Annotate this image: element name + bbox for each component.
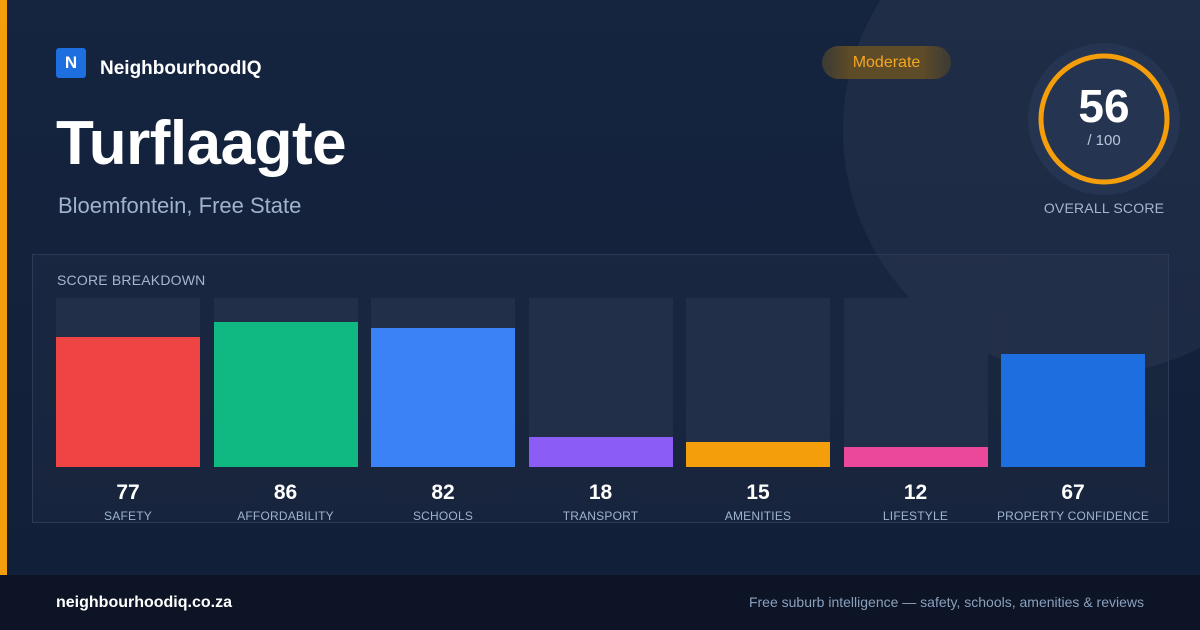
bar-value: 15: [746, 481, 770, 504]
bar-track: [528, 298, 673, 467]
score-ring-graphic: [1038, 53, 1170, 185]
bar-fill: [528, 437, 673, 467]
bar-track: [371, 298, 515, 467]
score-bar-schools: 82 SCHOOLS: [371, 298, 515, 523]
bar-fill: [1001, 354, 1145, 467]
brand[interactable]: N NeighbourhoodIQ: [56, 46, 261, 80]
score-breakdown-panel: SCORE BREAKDOWN 77 SAFETY 86 AFFORDABILITY 8…: [32, 254, 1169, 523]
bar-value: 82: [431, 481, 455, 504]
bar-fill: [843, 447, 988, 467]
score-ring-progress: [1038, 53, 1170, 185]
overall-score-value: 56: [1078, 80, 1130, 132]
bar-track: [1001, 298, 1145, 467]
bar-track: [56, 298, 200, 467]
bar-value: 67: [1061, 481, 1085, 504]
brand-logo-icon: N: [56, 48, 86, 78]
overall-score-caption: OVERALL SCORE: [1043, 200, 1165, 216]
score-bar-lifestyle: 12 LIFESTYLE: [843, 298, 988, 523]
bar-fill: [371, 328, 515, 467]
bar-value: 86: [273, 481, 298, 504]
bar-fill: [56, 337, 200, 467]
bar-track: [843, 298, 988, 467]
bar-fill: [213, 322, 358, 467]
bar-label: SCHOOLS: [412, 509, 474, 523]
score-bar-amenities: 15 AMENITIES: [686, 298, 830, 523]
bar-track: [686, 298, 830, 467]
score-bar-property-confidence: 67 PROPERTY CONFIDENCE: [997, 298, 1149, 523]
score-bar-affordability: 86 AFFORDABILITY: [213, 298, 358, 523]
overall-score-max: / 100: [1087, 132, 1121, 149]
bar-track: [213, 298, 358, 467]
bar-value: 77: [116, 481, 140, 504]
bar-value: 18: [588, 481, 613, 504]
share-card: N NeighbourhoodIQ Turflaagte Bloemfontei…: [0, 0, 1200, 575]
brand-name: NeighbourhoodIQ: [100, 58, 262, 79]
rating-badge: Moderate: [822, 46, 951, 79]
bar-label: SAFETY: [104, 509, 152, 523]
overall-score-ring: 56 / 100: [1028, 43, 1180, 195]
footer: neighbourhoodiq.co.za Free suburb intell…: [0, 575, 1200, 630]
score-bar-safety: 77 SAFETY: [56, 298, 200, 523]
bar-fill: [686, 442, 830, 467]
bar-label: AMENITIES: [724, 509, 792, 523]
breakdown-title: SCORE BREAKDOWN: [57, 272, 206, 288]
score-bar-transport: 18 TRANSPORT: [528, 298, 673, 523]
suburb-title: Turflaagte: [56, 109, 347, 178]
footer-url[interactable]: neighbourhoodiq.co.za: [56, 594, 232, 611]
bar-label: TRANSPORT: [562, 509, 639, 523]
bar-label: LIFESTYLE: [882, 509, 949, 523]
bar-label: PROPERTY CONFIDENCE: [996, 509, 1150, 523]
bar-label: AFFORDABILITY: [237, 509, 334, 523]
suburb-location: Bloemfontein, Free State: [58, 193, 302, 218]
bar-value: 12: [903, 481, 928, 504]
footer-tagline: Free suburb intelligence — safety, schoo…: [748, 594, 1144, 610]
accent-bar: [0, 0, 7, 575]
